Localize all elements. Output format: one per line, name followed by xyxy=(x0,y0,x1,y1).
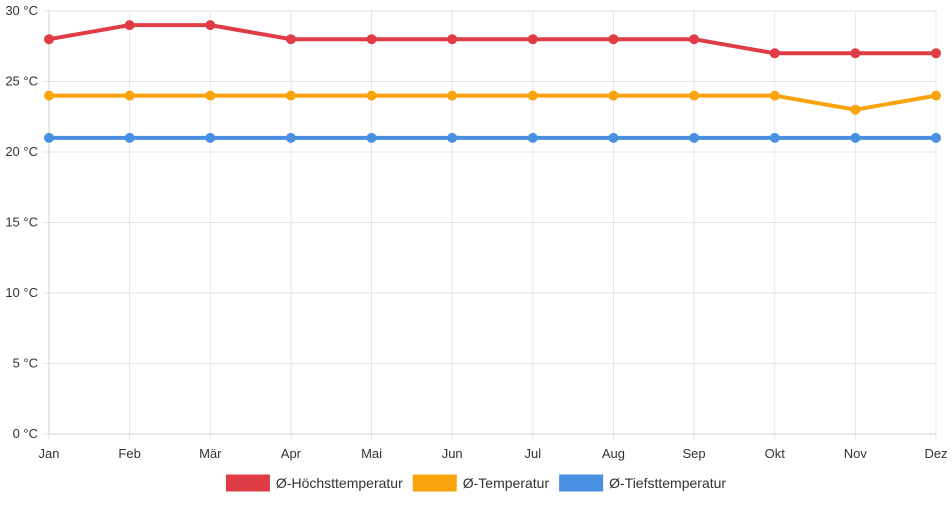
axis-layer: 0 °C 5 °C 10 °C 15 °C 20 °C 25 °C 30 °C Jan Feb M… xyxy=(5,3,947,461)
x-tick-label: Apr xyxy=(281,446,302,461)
y-tick-label: 5 °C xyxy=(13,356,38,371)
data-point[interactable] xyxy=(769,48,780,59)
data-point[interactable] xyxy=(366,132,377,143)
data-point[interactable] xyxy=(527,90,538,101)
data-point[interactable] xyxy=(44,34,54,45)
legend-item[interactable]: Ø-Temperatur xyxy=(412,474,550,492)
x-tick-label: Mär xyxy=(199,446,222,461)
series-line xyxy=(47,23,938,56)
x-tick-label: Sep xyxy=(683,446,706,461)
legend[interactable]: Ø-Höchsttemperatur Ø-Temperatur Ø-Tiefstte… xyxy=(225,474,726,492)
series-2 xyxy=(44,132,941,143)
data-point[interactable] xyxy=(850,132,861,143)
x-tick-label: Feb xyxy=(118,446,140,461)
legend-item[interactable]: Ø-Tiefsttemperatur xyxy=(559,474,726,492)
legend-swatch[interactable] xyxy=(225,474,270,492)
series-0 xyxy=(44,20,941,59)
y-tick-label: 30 °C xyxy=(5,3,38,18)
x-tick-label: Jun xyxy=(442,446,463,461)
x-tick-label: Okt xyxy=(765,446,786,461)
data-point[interactable] xyxy=(931,48,941,59)
y-tick-label: 10 °C xyxy=(5,285,38,300)
x-tick-label: Nov xyxy=(844,446,868,461)
data-point[interactable] xyxy=(124,90,135,101)
x-tick-label: Jul xyxy=(525,446,542,461)
data-point[interactable] xyxy=(689,34,700,45)
data-point[interactable] xyxy=(447,132,458,143)
series-line xyxy=(47,93,938,112)
data-point[interactable] xyxy=(931,132,941,143)
data-point[interactable] xyxy=(124,20,135,31)
y-tick-label: 15 °C xyxy=(5,215,38,230)
data-point[interactable] xyxy=(769,90,780,101)
data-point[interactable] xyxy=(124,132,135,143)
data-point[interactable] xyxy=(689,132,700,143)
series-layer xyxy=(44,20,941,143)
data-point[interactable] xyxy=(689,90,700,101)
data-point[interactable] xyxy=(931,90,941,101)
data-point[interactable] xyxy=(205,90,216,101)
x-tick-label: Mai xyxy=(361,446,382,461)
data-point[interactable] xyxy=(608,34,619,45)
data-point[interactable] xyxy=(285,90,296,101)
data-point[interactable] xyxy=(608,90,619,101)
legend-label[interactable]: Ø-Tiefsttemperatur xyxy=(609,475,726,491)
data-point[interactable] xyxy=(205,132,216,143)
data-point[interactable] xyxy=(366,90,377,101)
x-tick-label: Dez xyxy=(924,446,947,461)
y-tick-label: 0 °C xyxy=(13,426,38,441)
y-tick-label: 25 °C xyxy=(5,74,38,89)
legend-swatch[interactable] xyxy=(412,474,457,492)
legend-swatch[interactable] xyxy=(559,474,604,492)
data-point[interactable] xyxy=(850,48,861,59)
data-point[interactable] xyxy=(366,34,377,45)
data-point[interactable] xyxy=(44,132,54,143)
data-point[interactable] xyxy=(44,90,54,101)
x-tick-label: Jan xyxy=(39,446,60,461)
y-tick-label: 20 °C xyxy=(5,144,38,159)
data-point[interactable] xyxy=(285,132,296,143)
data-point[interactable] xyxy=(608,132,619,143)
x-tick-label: Aug xyxy=(602,446,625,461)
series-1 xyxy=(44,90,941,115)
data-point[interactable] xyxy=(285,34,296,45)
data-point[interactable] xyxy=(447,34,458,45)
data-point[interactable] xyxy=(850,104,861,115)
legend-label[interactable]: Ø-Höchsttemperatur xyxy=(276,475,403,491)
data-point[interactable] xyxy=(769,132,780,143)
data-point[interactable] xyxy=(527,132,538,143)
legend-label[interactable]: Ø-Temperatur xyxy=(463,475,550,491)
data-point[interactable] xyxy=(205,20,216,31)
legend-item[interactable]: Ø-Höchsttemperatur xyxy=(225,474,403,492)
data-point[interactable] xyxy=(527,34,538,45)
grid-layer xyxy=(43,10,937,440)
data-point[interactable] xyxy=(447,90,458,101)
